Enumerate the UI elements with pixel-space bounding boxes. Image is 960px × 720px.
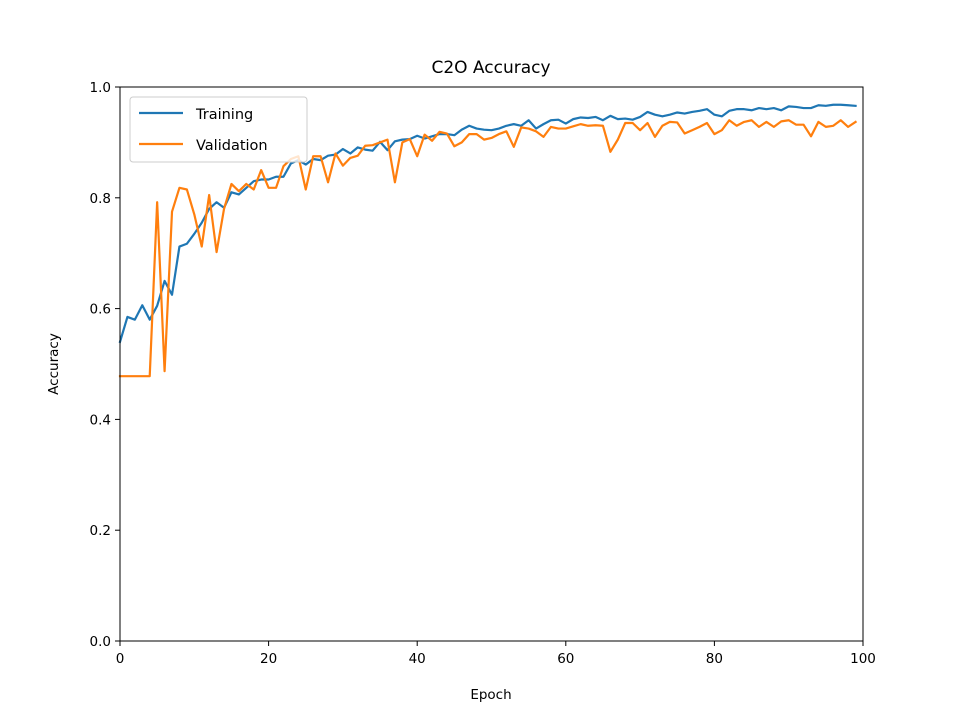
y-tick-label: 0.2 <box>90 523 111 539</box>
x-axis-ticks: 0 20 40 60 80 100 <box>116 641 876 667</box>
plot-frame <box>119 86 864 642</box>
y-tick-label: 0.6 <box>90 302 111 318</box>
x-tick-label: 40 <box>409 651 426 667</box>
x-tick-label: 100 <box>850 651 876 667</box>
legend: Training Validation <box>129 96 308 163</box>
series-line-validation <box>118 119 858 378</box>
y-axis-ticks: 0.0 0.2 0.4 0.6 0.8 1.0 <box>90 80 120 650</box>
legend-label-validation: Validation <box>196 138 268 154</box>
y-tick-label: 0.4 <box>90 412 111 428</box>
y-tick-label: 0.8 <box>90 191 111 207</box>
series-layer <box>118 103 858 378</box>
series-line-training <box>118 103 857 344</box>
legend-label-training: Training <box>195 107 253 123</box>
x-axis-label: Epoch <box>470 687 511 703</box>
y-tick-label: 0.0 <box>90 634 111 650</box>
x-tick-label: 60 <box>557 651 574 667</box>
x-tick-label: 0 <box>116 651 125 667</box>
plot-area <box>118 86 864 642</box>
y-tick-label: 1.0 <box>90 80 111 96</box>
x-tick-label: 80 <box>706 651 723 667</box>
y-axis-label: Accuracy <box>46 333 62 395</box>
x-tick-label: 20 <box>260 651 277 667</box>
chart-title: C2O Accuracy <box>431 58 550 78</box>
